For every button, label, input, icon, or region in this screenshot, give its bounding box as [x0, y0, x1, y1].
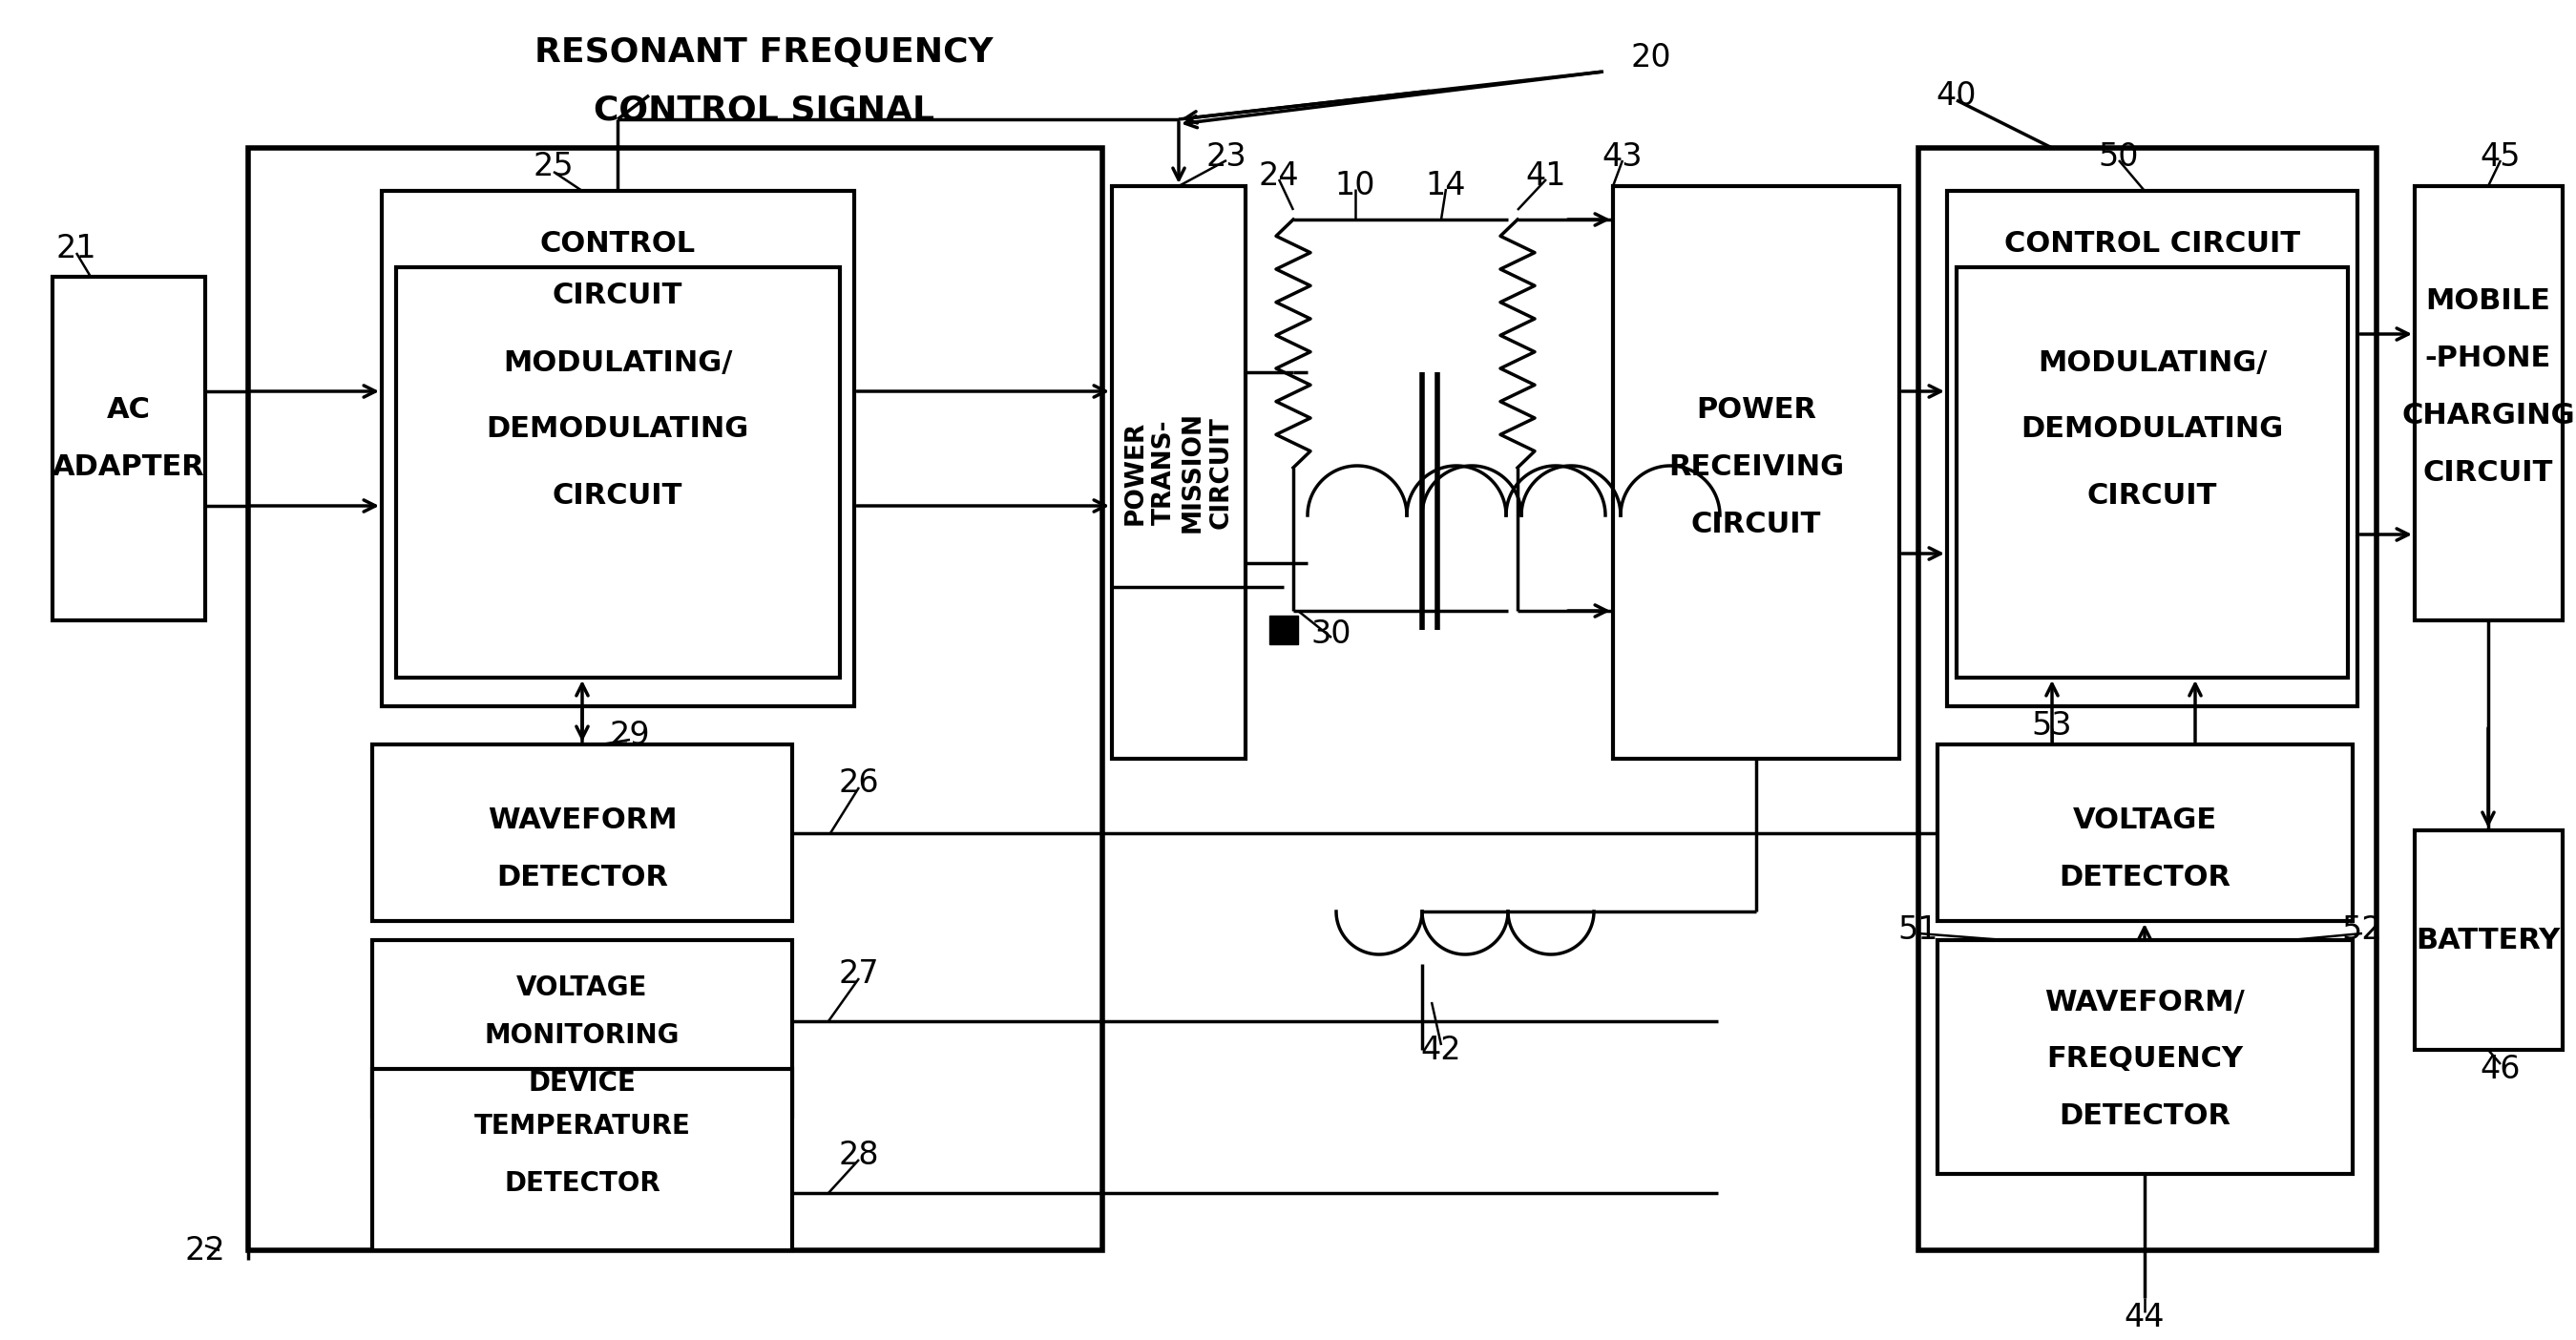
Text: DETECTOR: DETECTOR [2058, 1103, 2231, 1131]
Text: 46: 46 [2481, 1053, 2522, 1084]
Text: 43: 43 [1602, 142, 1643, 173]
Text: POWER: POWER [1695, 397, 1816, 425]
Text: POWER
TRANS-
MISSION
CIRCUIT: POWER TRANS- MISSION CIRCUIT [1123, 411, 1234, 533]
Bar [1613, 186, 1899, 758]
Text: 26: 26 [840, 766, 878, 799]
Text: 45: 45 [2481, 142, 2522, 173]
Bar [1937, 745, 2352, 921]
Text: 23: 23 [1206, 142, 1247, 173]
Text: CIRCUIT: CIRCUIT [2087, 482, 2218, 511]
Text: 14: 14 [1425, 170, 1466, 202]
Text: MOBILE: MOBILE [2427, 287, 2550, 315]
Text: 53: 53 [2032, 710, 2071, 741]
Bar [371, 941, 793, 1116]
Text: 22: 22 [185, 1234, 227, 1266]
Bar [1270, 615, 1298, 645]
Text: CONTROL SIGNAL: CONTROL SIGNAL [592, 94, 935, 126]
Bar [2414, 831, 2563, 1049]
Bar [1947, 190, 2357, 706]
Text: 24: 24 [1260, 161, 1298, 193]
Text: DETECTOR: DETECTOR [505, 1170, 659, 1197]
Text: RESONANT FREQUENCY: RESONANT FREQUENCY [533, 36, 992, 68]
Text: VOLTAGE: VOLTAGE [518, 974, 647, 1001]
Text: MONITORING: MONITORING [484, 1022, 680, 1049]
Text: BATTERY: BATTERY [2416, 926, 2561, 954]
Text: DEMODULATING: DEMODULATING [2022, 415, 2282, 444]
Text: ADAPTER: ADAPTER [52, 454, 206, 481]
Text: CIRCUIT: CIRCUIT [551, 281, 683, 310]
Text: CIRCUIT: CIRCUIT [551, 482, 683, 511]
Text: 25: 25 [533, 151, 574, 182]
Bar [1919, 147, 2378, 1250]
Text: DETECTOR: DETECTOR [497, 864, 667, 892]
Text: 29: 29 [611, 720, 649, 750]
Text: CIRCUIT: CIRCUIT [1690, 511, 1821, 539]
Text: WAVEFORM/: WAVEFORM/ [2045, 989, 2244, 1016]
Text: DEVICE: DEVICE [528, 1069, 636, 1096]
Bar [2414, 186, 2563, 620]
Bar [1113, 186, 1247, 758]
Bar [381, 190, 855, 706]
Text: DEMODULATING: DEMODULATING [487, 415, 750, 444]
Text: -PHONE: -PHONE [2424, 344, 2550, 371]
Text: 51: 51 [1899, 915, 1940, 946]
Bar [1958, 267, 2347, 678]
Text: CONTROL CIRCUIT: CONTROL CIRCUIT [2004, 229, 2300, 257]
Text: 28: 28 [840, 1139, 878, 1171]
Bar [371, 745, 793, 921]
Text: 50: 50 [2099, 142, 2138, 173]
Text: 10: 10 [1334, 170, 1376, 202]
Text: CIRCUIT: CIRCUIT [2424, 458, 2553, 486]
Text: 44: 44 [2125, 1301, 2164, 1333]
Text: MODULATING/: MODULATING/ [2038, 348, 2267, 377]
Bar [1937, 941, 2352, 1174]
Bar [397, 267, 840, 678]
Text: FREQUENCY: FREQUENCY [2045, 1045, 2244, 1073]
Text: 41: 41 [1525, 161, 1566, 193]
Text: 21: 21 [57, 232, 98, 264]
Text: CONTROL: CONTROL [538, 229, 696, 257]
Text: MODULATING/: MODULATING/ [502, 348, 732, 377]
Text: 27: 27 [840, 958, 878, 989]
Text: AC: AC [106, 397, 152, 425]
Text: WAVEFORM: WAVEFORM [487, 807, 677, 835]
Text: TEMPERATURE: TEMPERATURE [474, 1112, 690, 1139]
Text: RECEIVING: RECEIVING [1669, 454, 1844, 481]
Text: 42: 42 [1422, 1034, 1461, 1065]
Text: 20: 20 [1631, 42, 1672, 72]
Text: CHARGING: CHARGING [2401, 402, 2576, 429]
Text: VOLTAGE: VOLTAGE [2074, 807, 2218, 835]
Bar [371, 1069, 793, 1250]
Text: DETECTOR: DETECTOR [2058, 864, 2231, 892]
Text: 52: 52 [2342, 915, 2383, 946]
Bar [52, 277, 206, 620]
Text: 40: 40 [1937, 79, 1976, 111]
Bar [247, 147, 1103, 1250]
Text: 30: 30 [1311, 619, 1352, 650]
